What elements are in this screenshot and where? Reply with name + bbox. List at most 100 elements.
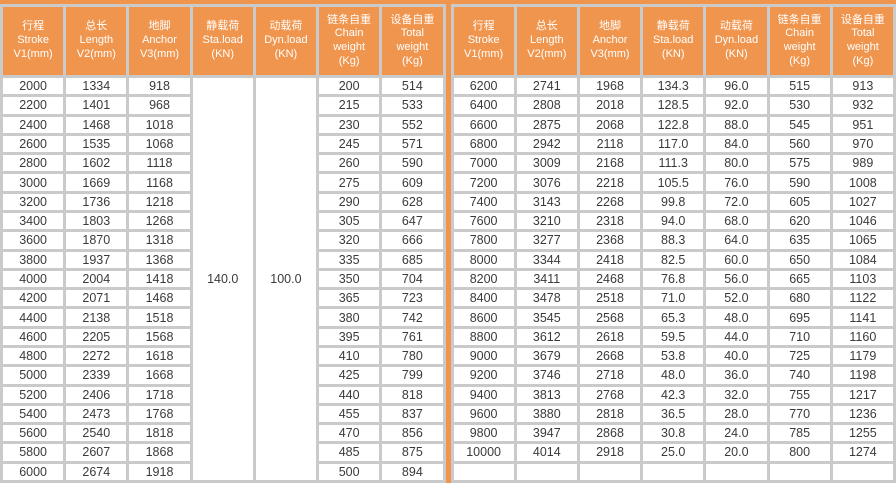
data-cell: 84.0 bbox=[706, 135, 767, 153]
data-cell: 1870 bbox=[66, 232, 127, 249]
data-cell: 1535 bbox=[66, 135, 127, 153]
data-cell: 7600 bbox=[453, 212, 514, 230]
data-cell: 3277 bbox=[516, 232, 577, 249]
table-header: 行程 Stroke V1(mm) 总长 Length V2(mm) 地脚 Anchor V3(m… bbox=[453, 7, 893, 75]
data-cell: 818 bbox=[382, 386, 443, 403]
vertical-divider bbox=[445, 4, 451, 483]
data-cell: 545 bbox=[769, 116, 830, 133]
data-cell: 350 bbox=[319, 270, 380, 288]
left-table-wrap: 行程 Stroke V1(mm) 总长 Length V2(mm) 地脚 Anchor V3(m… bbox=[0, 4, 446, 483]
table-row: 3200 1736 1218 290 628 bbox=[3, 193, 443, 210]
data-cell: 6800 bbox=[453, 135, 514, 153]
data-cell: 552 bbox=[382, 116, 443, 133]
data-cell: 3813 bbox=[516, 386, 577, 403]
data-cell: 82.5 bbox=[643, 251, 704, 268]
data-cell: 365 bbox=[319, 290, 380, 307]
data-cell: 48.0 bbox=[706, 309, 767, 326]
data-cell: 560 bbox=[769, 135, 830, 153]
data-cell: 932 bbox=[832, 97, 893, 114]
data-cell: 1141 bbox=[832, 309, 893, 326]
data-cell: 1736 bbox=[66, 193, 127, 210]
data-cell: 36.0 bbox=[706, 367, 767, 384]
data-cell bbox=[643, 463, 704, 480]
data-cell: 533 bbox=[382, 97, 443, 114]
data-cell: 245 bbox=[319, 135, 380, 153]
data-cell: 5000 bbox=[3, 367, 64, 384]
data-cell: 3344 bbox=[516, 251, 577, 268]
data-cell: 1968 bbox=[579, 78, 641, 95]
data-cell: 4800 bbox=[3, 347, 64, 365]
data-cell: 780 bbox=[382, 347, 443, 365]
data-cell bbox=[832, 463, 893, 480]
data-cell: 2518 bbox=[579, 290, 641, 307]
data-cell: 609 bbox=[382, 174, 443, 191]
data-cell: 425 bbox=[319, 367, 380, 384]
data-cell: 6400 bbox=[453, 97, 514, 114]
data-cell: 4014 bbox=[516, 444, 577, 461]
data-cell: 9400 bbox=[453, 386, 514, 403]
data-cell: 395 bbox=[319, 328, 380, 345]
data-cell: 2339 bbox=[66, 367, 127, 384]
header-cell: 地脚 Anchor V3(mm) bbox=[129, 7, 190, 75]
data-cell: 64.0 bbox=[706, 232, 767, 249]
data-cell: 5600 bbox=[3, 425, 64, 442]
data-cell: 530 bbox=[769, 97, 830, 114]
data-cell: 59.5 bbox=[643, 328, 704, 345]
data-cell: 1179 bbox=[832, 347, 893, 365]
data-cell: 1046 bbox=[832, 212, 893, 230]
data-cell: 1669 bbox=[66, 174, 127, 191]
data-cell: 2318 bbox=[579, 212, 641, 230]
data-cell: 500 bbox=[319, 463, 380, 480]
data-cell: 92.0 bbox=[706, 97, 767, 114]
table-row: 8400 3478 2518 71.0 52.0 680 1122 bbox=[453, 290, 893, 307]
data-cell: 620 bbox=[769, 212, 830, 230]
data-cell: 1160 bbox=[832, 328, 893, 345]
table-row: 8800 3612 2618 59.5 44.0 710 1160 bbox=[453, 328, 893, 345]
data-cell: 410 bbox=[319, 347, 380, 365]
data-cell: 9200 bbox=[453, 367, 514, 384]
data-cell: 48.0 bbox=[643, 367, 704, 384]
data-cell: 3400 bbox=[3, 212, 64, 230]
table-row: 6600 2875 2068 122.8 88.0 545 951 bbox=[453, 116, 893, 133]
data-cell: 7400 bbox=[453, 193, 514, 210]
data-cell: 2068 bbox=[579, 116, 641, 133]
data-cell: 2875 bbox=[516, 116, 577, 133]
table-row: 3800 1937 1368 335 685 bbox=[3, 251, 443, 268]
data-cell: 88.0 bbox=[706, 116, 767, 133]
data-cell: 1868 bbox=[129, 444, 190, 461]
data-cell: 1334 bbox=[66, 78, 127, 95]
data-cell: 2942 bbox=[516, 135, 577, 153]
data-cell: 3746 bbox=[516, 367, 577, 384]
tables-container: 行程 Stroke V1(mm) 总长 Length V2(mm) 地脚 Anchor V3(m… bbox=[0, 4, 896, 483]
data-cell: 2868 bbox=[579, 425, 641, 442]
data-cell: 3411 bbox=[516, 270, 577, 288]
data-cell: 2268 bbox=[579, 193, 641, 210]
table-row: 9600 3880 2818 36.5 28.0 770 1236 bbox=[453, 405, 893, 423]
data-cell: 3143 bbox=[516, 193, 577, 210]
table-row: 4800 2272 1618 410 780 bbox=[3, 347, 443, 365]
top-accent-bar bbox=[0, 0, 896, 4]
header-cell: 总长 Length V2(mm) bbox=[516, 7, 577, 75]
table-row bbox=[453, 463, 893, 480]
data-cell: 1401 bbox=[66, 97, 127, 114]
data-cell: 1236 bbox=[832, 405, 893, 423]
data-cell: 2540 bbox=[66, 425, 127, 442]
data-cell: 1368 bbox=[129, 251, 190, 268]
data-cell: 2418 bbox=[579, 251, 641, 268]
table-row: 9800 3947 2868 30.8 24.0 785 1255 bbox=[453, 425, 893, 442]
data-cell: 7800 bbox=[453, 232, 514, 249]
data-cell: 2808 bbox=[516, 97, 577, 114]
data-cell: 2218 bbox=[579, 174, 641, 191]
data-cell: 36.5 bbox=[643, 405, 704, 423]
data-cell: 575 bbox=[769, 155, 830, 172]
header-cell: 动载荷 Dyn.load (KN) bbox=[255, 7, 317, 75]
data-cell: 9600 bbox=[453, 405, 514, 423]
data-cell: 514 bbox=[382, 78, 443, 95]
data-cell: 725 bbox=[769, 347, 830, 365]
data-cell: 3076 bbox=[516, 174, 577, 191]
data-cell: 3210 bbox=[516, 212, 577, 230]
data-cell: 2674 bbox=[66, 463, 127, 480]
data-cell: 1274 bbox=[832, 444, 893, 461]
data-cell: 2568 bbox=[579, 309, 641, 326]
data-cell: 704 bbox=[382, 270, 443, 288]
